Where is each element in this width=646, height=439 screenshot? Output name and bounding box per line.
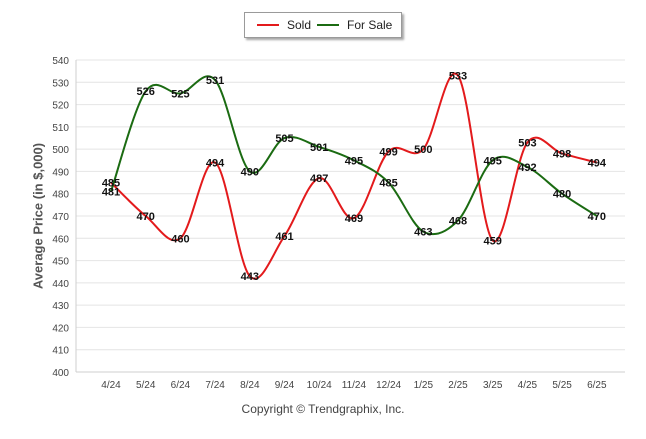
legend-item-for-sale: For Sale xyxy=(317,18,392,32)
data-label-sold: 494 xyxy=(588,158,607,170)
data-label-sold: 499 xyxy=(379,146,397,158)
legend-swatch-for-sale xyxy=(317,23,339,26)
series-line-sold xyxy=(110,72,598,280)
x-tick-label: 8/24 xyxy=(240,380,260,391)
data-label-for-sale: 495 xyxy=(484,155,502,167)
data-label-for-sale: 481 xyxy=(102,186,120,198)
legend-label-for-sale: For Sale xyxy=(347,18,393,32)
data-label-sold: 469 xyxy=(345,213,363,225)
x-tick-label: 7/24 xyxy=(205,380,225,391)
data-label-for-sale: 526 xyxy=(137,86,155,98)
data-label-sold: 498 xyxy=(553,149,571,161)
y-tick-label: 400 xyxy=(52,368,69,379)
data-label-for-sale: 470 xyxy=(588,211,606,223)
legend-swatch-sold xyxy=(257,23,279,26)
data-label-for-sale: 505 xyxy=(275,133,293,145)
x-tick-label: 4/24 xyxy=(101,380,121,391)
y-tick-label: 490 xyxy=(52,167,69,178)
data-label-sold: 460 xyxy=(171,233,189,245)
data-label-for-sale: 531 xyxy=(206,75,224,87)
y-tick-label: 520 xyxy=(52,101,69,112)
data-label-sold: 485 xyxy=(102,178,120,190)
y-tick-label: 460 xyxy=(52,234,69,245)
data-label-for-sale: 485 xyxy=(379,178,397,190)
data-label-for-sale: 463 xyxy=(414,227,432,239)
y-tick-label: 410 xyxy=(52,346,69,357)
data-label-for-sale: 495 xyxy=(345,155,363,167)
y-tick-label: 500 xyxy=(52,145,69,156)
legend: Sold For Sale xyxy=(244,12,402,38)
data-label-sold: 500 xyxy=(414,144,432,156)
y-tick-label: 420 xyxy=(52,323,69,334)
data-label-for-sale: 501 xyxy=(310,142,328,154)
y-tick-label: 530 xyxy=(52,78,69,89)
y-tick-label: 440 xyxy=(52,279,69,290)
x-tick-label: 6/25 xyxy=(587,380,607,391)
x-tick-label: 3/25 xyxy=(483,380,503,391)
data-label-sold: 461 xyxy=(275,231,293,243)
data-label-for-sale: 480 xyxy=(553,189,571,201)
data-label-for-sale: 468 xyxy=(449,215,467,227)
data-label-sold: 533 xyxy=(449,71,467,83)
data-label-sold: 470 xyxy=(137,211,155,223)
y-axis-label: Average Price (in $,000) xyxy=(30,142,46,290)
data-label-sold: 494 xyxy=(206,158,225,170)
x-tick-label: 6/24 xyxy=(171,380,191,391)
legend-item-sold: Sold xyxy=(257,18,311,32)
data-label-sold: 443 xyxy=(241,271,259,283)
x-tick-label: 12/24 xyxy=(376,380,401,391)
data-label-for-sale: 492 xyxy=(518,162,536,174)
y-tick-label: 480 xyxy=(52,190,69,201)
x-tick-label: 2/25 xyxy=(448,380,468,391)
x-tick-label: 11/24 xyxy=(342,380,367,391)
data-label-for-sale: 525 xyxy=(171,88,189,100)
y-tick-label: 470 xyxy=(52,212,69,223)
data-label-for-sale: 490 xyxy=(241,166,259,178)
data-label-sold: 459 xyxy=(484,236,502,248)
series-line-for-sale xyxy=(110,75,598,236)
data-label-sold: 487 xyxy=(310,173,328,185)
x-tick-label: 9/24 xyxy=(275,380,295,391)
x-tick-label: 5/25 xyxy=(552,380,572,391)
data-label-sold: 503 xyxy=(518,137,536,149)
y-tick-label: 430 xyxy=(52,301,69,312)
copyright-text: Copyright © Trendgraphix, Inc. xyxy=(241,402,405,416)
y-tick-label: 540 xyxy=(52,56,69,67)
y-tick-label: 450 xyxy=(52,257,69,268)
y-tick-label: 510 xyxy=(52,123,69,134)
legend-label-sold: Sold xyxy=(287,18,312,32)
x-tick-label: 5/24 xyxy=(136,380,156,391)
x-tick-label: 1/25 xyxy=(414,380,434,391)
x-tick-label: 4/25 xyxy=(518,380,538,391)
x-tick-label: 10/24 xyxy=(307,380,332,391)
